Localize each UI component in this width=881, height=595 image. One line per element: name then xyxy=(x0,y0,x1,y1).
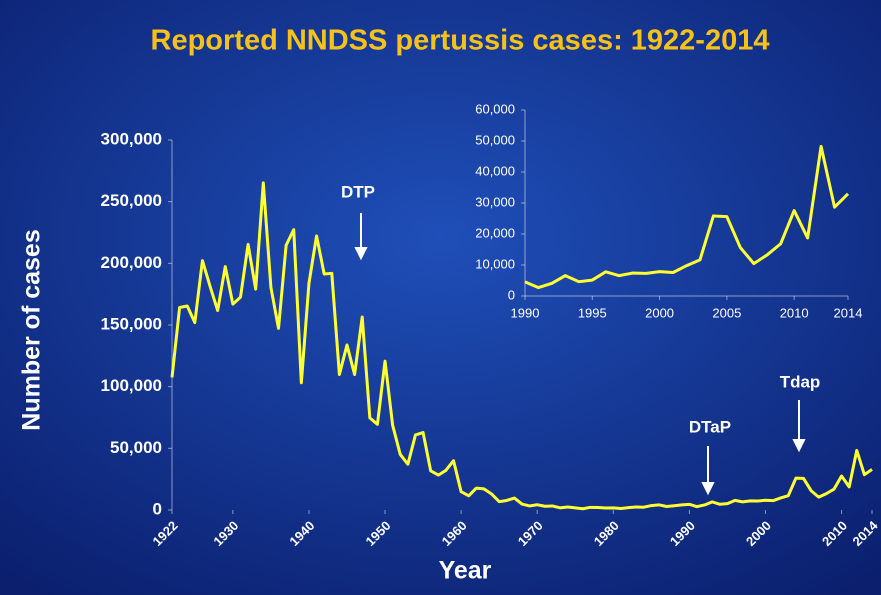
y-tick-label: 300,000 xyxy=(101,129,162,148)
y-tick-label: 50,000 xyxy=(110,438,162,457)
data-line xyxy=(524,144,850,290)
y-axis-title: Number of cases xyxy=(18,229,46,430)
x-tick-label: 2005 xyxy=(712,305,741,320)
y-tick-label: 0 xyxy=(508,287,515,302)
x-tick-label: 2010 xyxy=(780,305,809,320)
y-tick-label: 150,000 xyxy=(101,314,162,333)
x-axis-title: Year xyxy=(439,557,492,585)
y-tick-label: 10,000 xyxy=(475,256,515,271)
y-tick-label: 40,000 xyxy=(475,163,515,178)
y-tick-label: 20,000 xyxy=(475,225,515,240)
x-tick-label: 2014 xyxy=(834,305,863,320)
annotation-arrows xyxy=(354,213,806,496)
chart-title: Reported NNDSS pertussis cases: 1922-201… xyxy=(151,25,770,57)
x-tick-label: 1990 xyxy=(511,305,540,320)
y-tick-label: 250,000 xyxy=(101,191,162,210)
annotation: DTaP xyxy=(689,417,731,436)
x-tick-label: 2000 xyxy=(645,305,674,320)
data-line xyxy=(170,181,873,511)
y-tick-label: 60,000 xyxy=(475,101,515,116)
annotation: Tdap xyxy=(780,372,821,391)
annotation: DTP xyxy=(341,182,375,201)
y-tick-label: 100,000 xyxy=(101,376,162,395)
y-tick-label: 200,000 xyxy=(101,253,162,272)
x-tick-label: 1995 xyxy=(578,305,607,320)
y-tick-label: 50,000 xyxy=(475,132,515,147)
y-tick-label: 30,000 xyxy=(475,194,515,209)
y-tick-label: 0 xyxy=(153,499,162,518)
